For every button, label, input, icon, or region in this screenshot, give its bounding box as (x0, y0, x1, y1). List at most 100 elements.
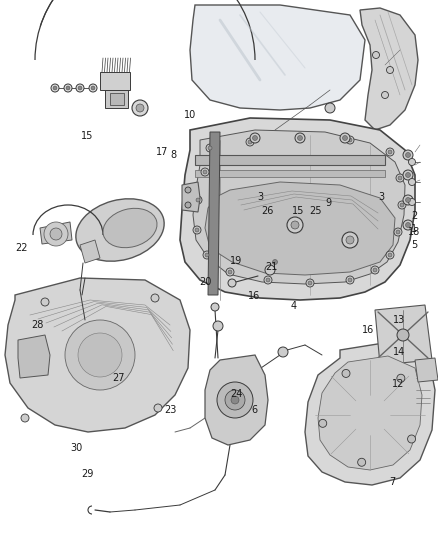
Circle shape (408, 435, 416, 443)
Text: 21: 21 (265, 262, 278, 271)
Polygon shape (305, 342, 435, 485)
Circle shape (319, 419, 327, 427)
Polygon shape (375, 305, 432, 365)
Circle shape (193, 226, 201, 234)
Circle shape (406, 173, 410, 177)
Polygon shape (205, 182, 395, 275)
Circle shape (298, 136, 302, 140)
Circle shape (388, 253, 392, 257)
Polygon shape (110, 93, 124, 105)
Text: 15: 15 (81, 131, 94, 141)
Text: 30: 30 (71, 443, 83, 453)
Text: 26: 26 (261, 206, 273, 215)
Circle shape (371, 266, 379, 274)
Circle shape (346, 276, 354, 284)
Text: 17: 17 (156, 147, 168, 157)
Text: 8: 8 (170, 150, 176, 159)
Circle shape (21, 414, 29, 422)
Circle shape (381, 92, 389, 99)
Polygon shape (100, 72, 130, 90)
Text: 12: 12 (392, 379, 405, 389)
Circle shape (406, 222, 410, 228)
Text: 2: 2 (411, 211, 417, 221)
Circle shape (396, 174, 404, 182)
Circle shape (225, 390, 245, 410)
Circle shape (295, 133, 305, 143)
Circle shape (403, 150, 413, 160)
Circle shape (265, 265, 275, 275)
Polygon shape (195, 155, 385, 165)
Text: 29: 29 (81, 470, 94, 479)
Circle shape (246, 138, 254, 146)
Circle shape (325, 103, 335, 113)
Polygon shape (190, 5, 365, 110)
Text: 3: 3 (378, 192, 384, 202)
Circle shape (358, 458, 366, 466)
Circle shape (398, 201, 406, 209)
Polygon shape (180, 118, 415, 300)
Circle shape (287, 217, 303, 233)
Circle shape (89, 84, 97, 92)
Circle shape (388, 150, 392, 154)
Polygon shape (208, 132, 220, 295)
Polygon shape (40, 222, 72, 244)
Circle shape (291, 221, 299, 229)
Text: 20: 20 (200, 278, 212, 287)
Circle shape (228, 270, 232, 274)
Circle shape (348, 138, 352, 142)
Circle shape (403, 220, 413, 230)
Polygon shape (360, 8, 418, 130)
Circle shape (346, 236, 354, 244)
Ellipse shape (103, 208, 157, 248)
Circle shape (403, 170, 413, 180)
Circle shape (342, 369, 350, 377)
Polygon shape (5, 278, 190, 432)
Text: 23: 23 (165, 406, 177, 415)
Polygon shape (318, 356, 422, 470)
Polygon shape (182, 182, 200, 212)
Circle shape (132, 100, 148, 116)
Circle shape (194, 196, 202, 204)
Circle shape (386, 148, 394, 156)
Circle shape (372, 52, 379, 59)
Text: 13: 13 (392, 315, 405, 325)
Polygon shape (205, 355, 268, 445)
Text: 22: 22 (16, 243, 28, 253)
Circle shape (343, 135, 347, 141)
Text: 19: 19 (230, 256, 243, 266)
Text: 4: 4 (290, 302, 297, 311)
Circle shape (203, 170, 207, 174)
Text: 6: 6 (251, 406, 257, 415)
Circle shape (231, 396, 239, 404)
Circle shape (76, 84, 84, 92)
Circle shape (272, 260, 278, 264)
Circle shape (308, 281, 312, 285)
Polygon shape (415, 358, 438, 382)
Circle shape (78, 86, 82, 90)
Circle shape (53, 86, 57, 90)
Text: 16: 16 (248, 291, 260, 301)
Text: 25: 25 (309, 206, 321, 215)
Circle shape (151, 294, 159, 302)
Circle shape (266, 278, 270, 282)
Text: 7: 7 (389, 478, 395, 487)
Circle shape (278, 347, 288, 357)
Circle shape (346, 136, 354, 144)
Circle shape (409, 198, 416, 206)
Circle shape (226, 268, 234, 276)
Circle shape (41, 298, 49, 306)
Text: 27: 27 (112, 374, 124, 383)
Circle shape (297, 135, 303, 141)
Circle shape (340, 133, 350, 143)
Ellipse shape (76, 199, 164, 261)
Circle shape (136, 104, 144, 112)
Circle shape (206, 144, 214, 152)
Circle shape (196, 198, 200, 202)
Circle shape (373, 268, 377, 272)
Text: 15: 15 (292, 206, 304, 215)
Circle shape (44, 222, 68, 246)
Circle shape (406, 152, 410, 157)
Circle shape (213, 321, 223, 331)
Circle shape (396, 230, 400, 234)
Text: 10: 10 (184, 110, 197, 119)
